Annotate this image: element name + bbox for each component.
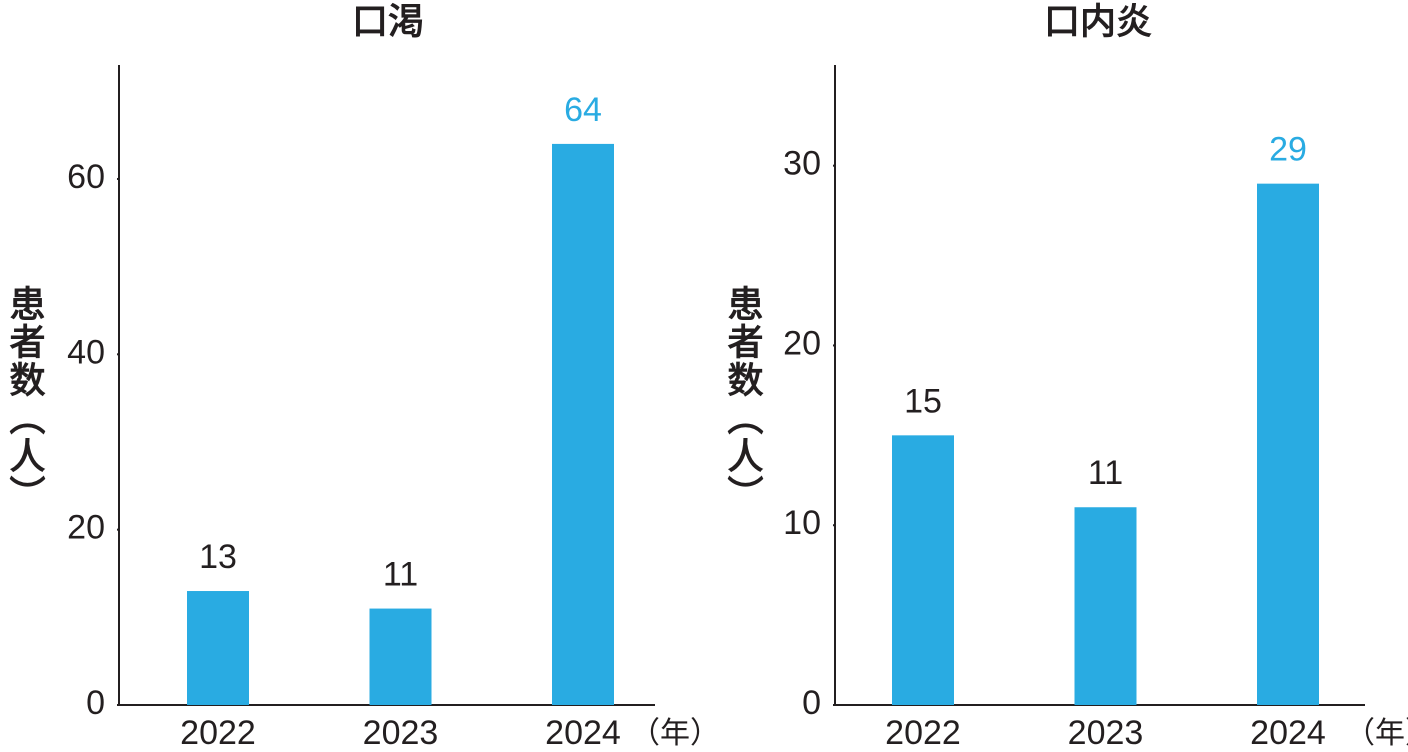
- x-tick-label: 2022: [885, 714, 961, 752]
- x-tick-label: 2024: [545, 714, 621, 752]
- value-label: 11: [1088, 454, 1123, 492]
- y-tick-label: 30: [783, 145, 821, 183]
- x-axis-label: （年）: [1345, 717, 1408, 750]
- bar: [892, 435, 954, 705]
- value-label: 13: [199, 538, 237, 576]
- x-axis-label: （年）: [630, 717, 720, 750]
- x-tick-label: 2024: [1250, 714, 1326, 752]
- chart-title: 口内炎: [1044, 1, 1152, 42]
- bar: [552, 143, 614, 705]
- x-tick-label: 2023: [363, 714, 439, 752]
- y-tick-label: 0: [802, 684, 821, 722]
- value-label: 64: [564, 91, 602, 129]
- value-label: 15: [904, 382, 942, 420]
- y-tick-label: 60: [67, 158, 105, 196]
- y-tick-label: 20: [67, 509, 105, 547]
- y-tick-label: 20: [783, 324, 821, 362]
- bar: [1074, 507, 1137, 705]
- value-label: 11: [383, 556, 418, 594]
- bar: [369, 608, 432, 705]
- bar: [1257, 183, 1319, 706]
- bar: [187, 591, 249, 705]
- y-tick-label: 0: [86, 684, 105, 722]
- x-tick-label: 2023: [1068, 714, 1144, 752]
- chart-title: 口渇: [352, 1, 424, 42]
- y-axis-label: 患者数（人）: [722, 285, 763, 513]
- y-axis-label: 患者数（人）: [4, 285, 45, 513]
- x-tick-label: 2022: [180, 714, 256, 752]
- y-tick-label: 40: [67, 333, 105, 371]
- value-label: 29: [1269, 131, 1307, 169]
- y-tick-label: 10: [783, 504, 821, 542]
